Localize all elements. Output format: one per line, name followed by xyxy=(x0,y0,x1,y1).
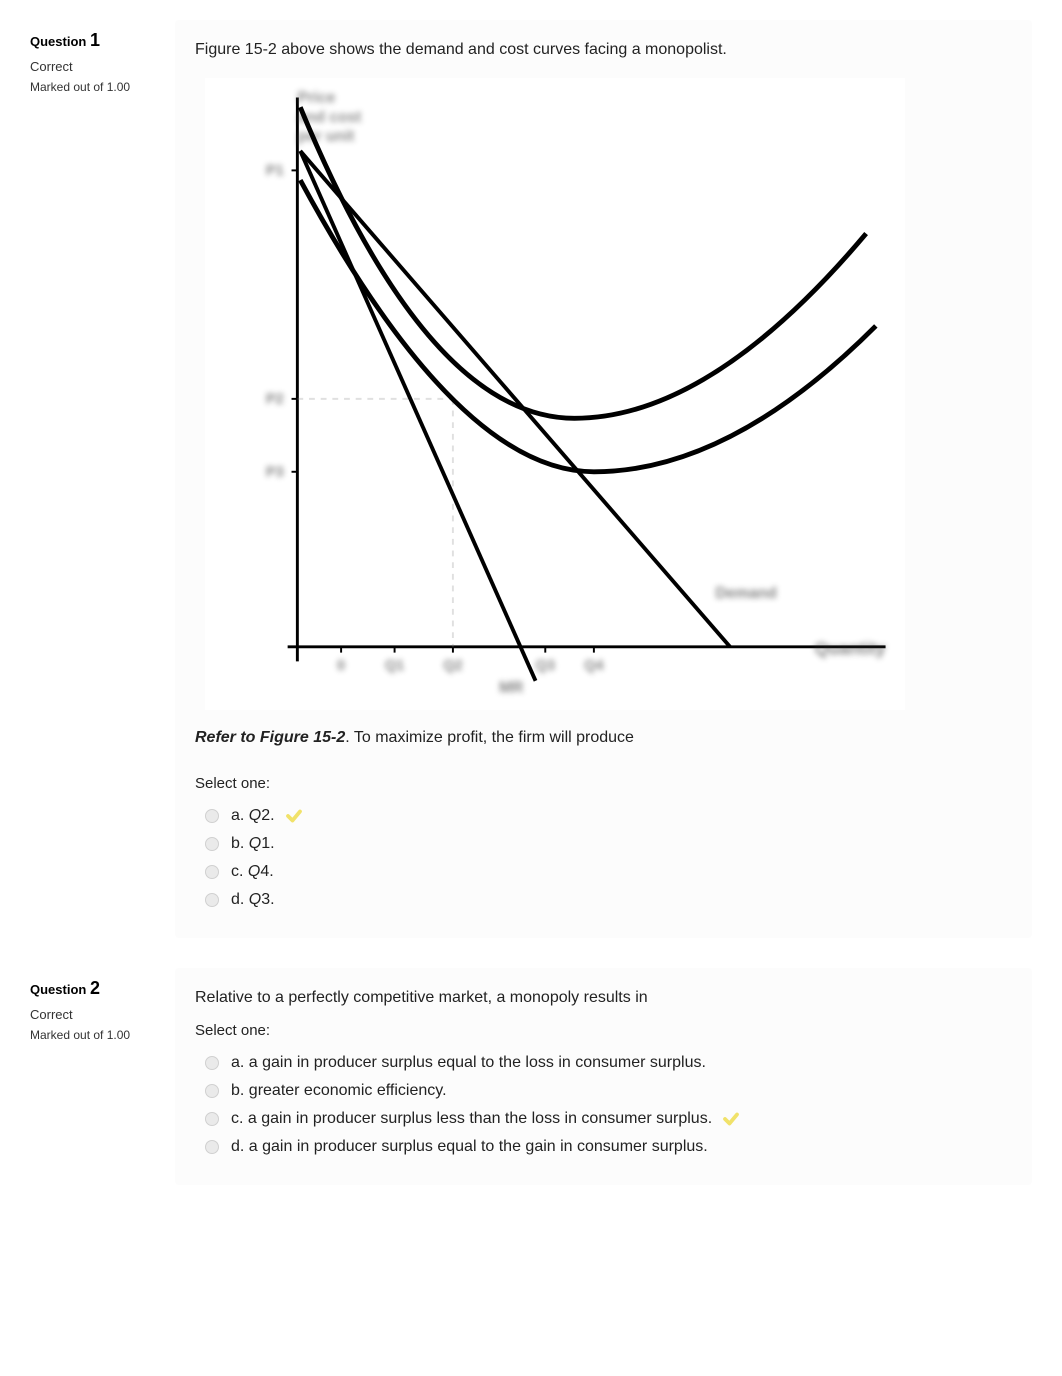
svg-text:Q2: Q2 xyxy=(443,658,462,674)
answer-option[interactable]: d. a gain in producer surplus equal to t… xyxy=(195,1133,1012,1161)
question-block-2: Question 2 Correct Marked out of 1.00 Re… xyxy=(30,968,1032,1185)
question-content: Relative to a perfectly competitive mark… xyxy=(175,968,1032,1185)
option-text: a. Q2. xyxy=(231,807,275,825)
radio-icon[interactable] xyxy=(205,1084,219,1098)
radio-icon[interactable] xyxy=(205,893,219,907)
answer-option[interactable]: d. Q3. xyxy=(195,886,1012,914)
question-status: Correct xyxy=(30,59,175,74)
radio-icon[interactable] xyxy=(205,837,219,851)
correct-check-icon xyxy=(722,1110,740,1128)
option-list: a. a gain in producer surplus equal to t… xyxy=(195,1049,1012,1161)
option-list: a. Q2. b. Q1. c. Q4. d. Q3. xyxy=(195,802,1012,914)
answer-option[interactable]: b. greater economic efficiency. xyxy=(195,1077,1012,1105)
question-label-prefix: Question xyxy=(30,34,86,49)
svg-text:MR: MR xyxy=(499,679,523,696)
svg-text:0: 0 xyxy=(337,658,345,674)
option-text: c. a gain in producer surplus less than … xyxy=(231,1110,712,1128)
answer-option[interactable]: c. Q4. xyxy=(195,858,1012,886)
question-marked: Marked out of 1.00 xyxy=(30,1028,175,1042)
question-content: Figure 15-2 above shows the demand and c… xyxy=(175,20,1032,938)
answer-option[interactable]: a. Q2. xyxy=(195,802,1012,830)
answer-option[interactable]: c. a gain in producer surplus less than … xyxy=(195,1105,1012,1133)
monopoly-figure: Priceand costper unitQuantityP1P2P30Q1Q2… xyxy=(205,74,905,714)
answer-option[interactable]: a. a gain in producer surplus equal to t… xyxy=(195,1049,1012,1077)
select-one-prompt: Select one: xyxy=(195,1022,1012,1039)
svg-text:P1: P1 xyxy=(266,163,284,179)
question-number: 1 xyxy=(90,30,100,50)
question-intro-text: Relative to a perfectly competitive mark… xyxy=(195,986,1012,1010)
svg-text:Q3: Q3 xyxy=(536,658,555,674)
question-marked: Marked out of 1.00 xyxy=(30,80,175,94)
radio-icon[interactable] xyxy=(205,1056,219,1070)
question-status: Correct xyxy=(30,1007,175,1022)
svg-text:P2: P2 xyxy=(266,392,284,408)
svg-text:Q4: Q4 xyxy=(584,658,604,674)
option-text: b. Q1. xyxy=(231,835,275,853)
svg-text:Price: Price xyxy=(297,89,335,106)
refer-tail: . To maximize profit, the firm will prod… xyxy=(345,729,634,746)
option-text: a. a gain in producer surplus equal to t… xyxy=(231,1054,706,1072)
radio-icon[interactable] xyxy=(205,809,219,823)
option-text: b. greater economic efficiency. xyxy=(231,1082,447,1100)
question-number-label: Question 2 xyxy=(30,978,175,999)
radio-icon[interactable] xyxy=(205,1140,219,1154)
question-intro-text: Figure 15-2 above shows the demand and c… xyxy=(195,38,1012,62)
answer-option[interactable]: b. Q1. xyxy=(195,830,1012,858)
question-block-1: Question 1 Correct Marked out of 1.00 Fi… xyxy=(30,20,1032,938)
correct-check-icon xyxy=(285,807,303,825)
svg-text:Quantity: Quantity xyxy=(815,639,886,659)
radio-icon[interactable] xyxy=(205,1112,219,1126)
svg-text:Demand: Demand xyxy=(715,585,776,602)
refer-prefix: Refer to Figure 15-2 xyxy=(195,729,345,746)
refer-line: Refer to Figure 15-2. To maximize profit… xyxy=(195,729,1012,747)
question-sidebar: Question 2 Correct Marked out of 1.00 xyxy=(30,968,175,1185)
question-sidebar: Question 1 Correct Marked out of 1.00 xyxy=(30,20,175,938)
question-number-label: Question 1 xyxy=(30,30,175,51)
svg-text:Q1: Q1 xyxy=(385,658,404,674)
option-text: c. Q4. xyxy=(231,863,274,881)
select-one-prompt: Select one: xyxy=(195,775,1012,792)
question-number: 2 xyxy=(90,978,100,998)
option-text: d. Q3. xyxy=(231,891,275,909)
svg-text:per unit: per unit xyxy=(297,128,354,145)
question-label-prefix: Question xyxy=(30,982,86,997)
radio-icon[interactable] xyxy=(205,865,219,879)
option-text: d. a gain in producer surplus equal to t… xyxy=(231,1138,708,1156)
svg-text:P3: P3 xyxy=(266,465,284,481)
